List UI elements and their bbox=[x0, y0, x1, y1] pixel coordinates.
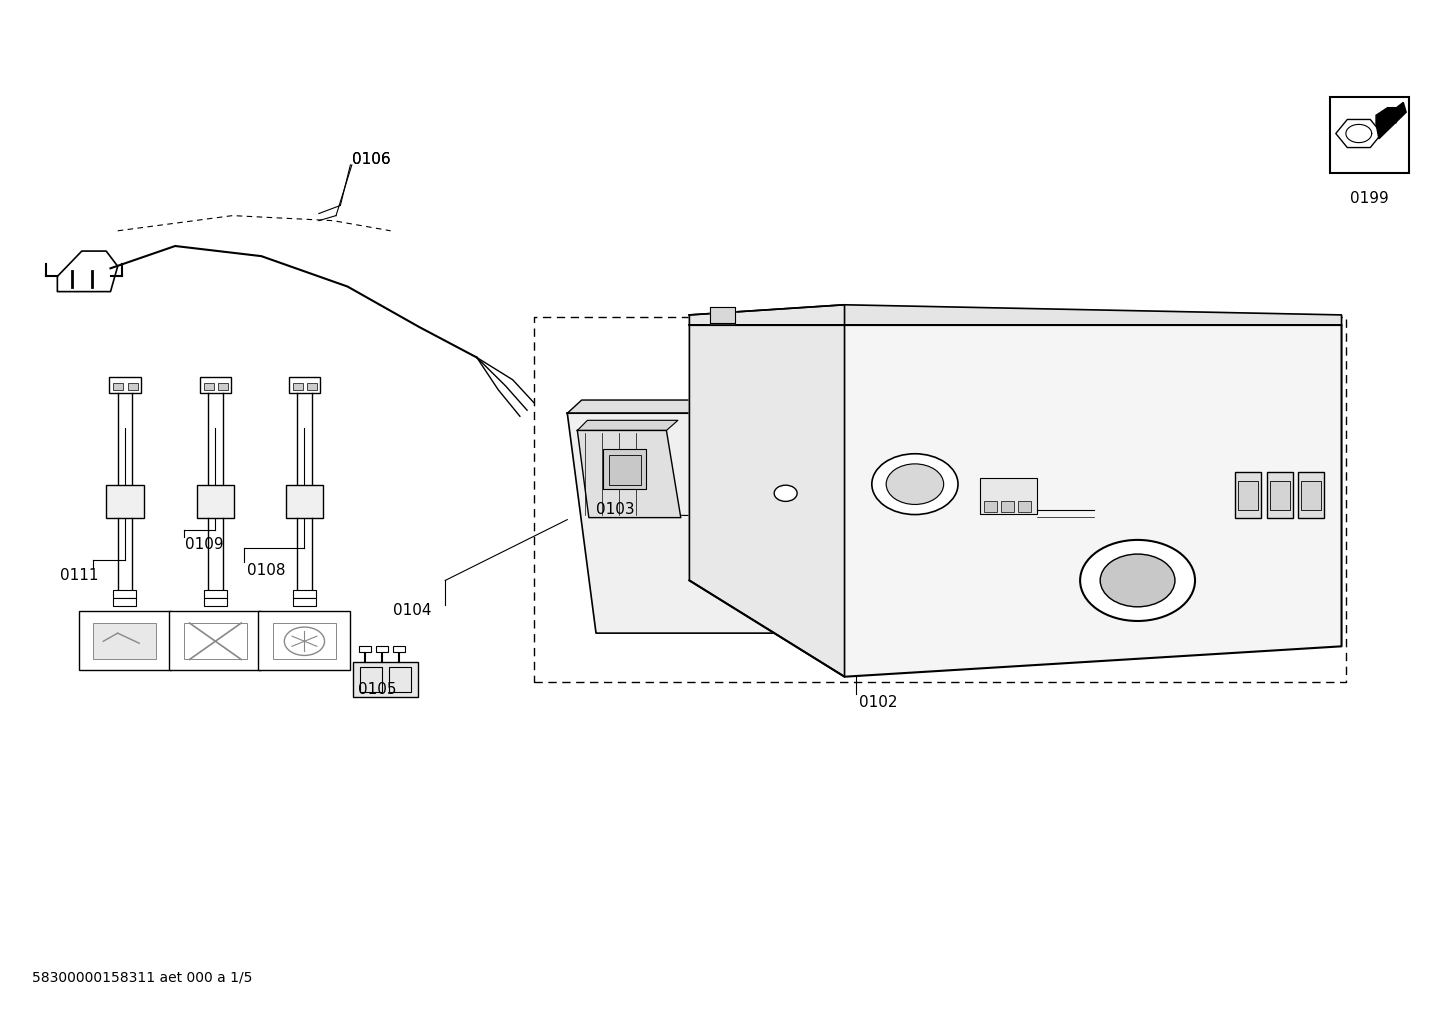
Text: 0105: 0105 bbox=[358, 683, 397, 697]
Bar bbox=[286, 485, 323, 518]
Circle shape bbox=[1080, 540, 1195, 621]
Bar bbox=[1236, 472, 1262, 518]
Polygon shape bbox=[577, 420, 678, 430]
Bar bbox=[939, 520, 960, 540]
Polygon shape bbox=[695, 426, 829, 436]
Bar bbox=[1270, 481, 1289, 510]
Polygon shape bbox=[689, 305, 845, 677]
Bar bbox=[609, 454, 640, 485]
Text: 0106: 0106 bbox=[352, 153, 391, 167]
Bar bbox=[360, 666, 382, 692]
Text: 0109: 0109 bbox=[185, 537, 224, 552]
Polygon shape bbox=[891, 461, 1025, 576]
Polygon shape bbox=[689, 325, 1341, 677]
Bar bbox=[183, 623, 247, 659]
Bar bbox=[353, 661, 418, 697]
Text: 0111: 0111 bbox=[61, 568, 98, 583]
Bar bbox=[753, 453, 789, 484]
Bar bbox=[1018, 501, 1031, 512]
Bar bbox=[258, 610, 350, 669]
Bar bbox=[293, 383, 303, 390]
Bar bbox=[359, 646, 371, 652]
Bar bbox=[114, 590, 137, 598]
Circle shape bbox=[887, 464, 943, 504]
Bar bbox=[293, 598, 316, 605]
Bar bbox=[910, 459, 932, 479]
Bar bbox=[394, 646, 405, 652]
Bar bbox=[793, 474, 822, 499]
Bar bbox=[1239, 481, 1259, 510]
Bar bbox=[307, 383, 317, 390]
Text: 0103: 0103 bbox=[596, 502, 634, 517]
Polygon shape bbox=[577, 430, 681, 518]
Polygon shape bbox=[891, 450, 1022, 461]
Text: 0108: 0108 bbox=[247, 562, 286, 578]
Bar bbox=[203, 598, 226, 605]
Bar bbox=[910, 489, 932, 510]
Bar bbox=[199, 377, 231, 393]
Text: 0199: 0199 bbox=[1350, 191, 1389, 206]
Bar bbox=[979, 478, 1037, 514]
Text: 0104: 0104 bbox=[394, 603, 433, 619]
Bar bbox=[603, 448, 646, 489]
Circle shape bbox=[872, 453, 957, 515]
Circle shape bbox=[1100, 554, 1175, 606]
Bar bbox=[1330, 97, 1409, 173]
Bar bbox=[983, 501, 996, 512]
Bar bbox=[114, 598, 137, 605]
Polygon shape bbox=[709, 307, 735, 323]
Bar bbox=[1298, 472, 1324, 518]
Bar bbox=[293, 590, 316, 598]
Bar bbox=[110, 377, 141, 393]
Polygon shape bbox=[567, 414, 901, 633]
Circle shape bbox=[284, 627, 324, 655]
Text: 0106: 0106 bbox=[352, 153, 391, 167]
Circle shape bbox=[774, 485, 797, 501]
Bar bbox=[273, 623, 336, 659]
Bar bbox=[376, 646, 388, 652]
Bar bbox=[107, 485, 144, 518]
Bar bbox=[114, 383, 124, 390]
Bar bbox=[196, 485, 234, 518]
Text: 0107: 0107 bbox=[1070, 646, 1109, 661]
Bar bbox=[203, 383, 213, 390]
Polygon shape bbox=[695, 436, 832, 548]
Bar bbox=[79, 610, 170, 669]
Bar bbox=[709, 448, 746, 479]
Bar bbox=[94, 623, 157, 659]
Polygon shape bbox=[1376, 108, 1396, 123]
Polygon shape bbox=[1376, 102, 1406, 139]
Text: 58300000158311 aet 000 a 1/5: 58300000158311 aet 000 a 1/5 bbox=[32, 971, 252, 984]
Text: 0102: 0102 bbox=[859, 695, 897, 709]
Bar bbox=[910, 520, 932, 540]
Bar bbox=[389, 666, 411, 692]
Bar bbox=[939, 459, 960, 479]
Bar bbox=[218, 383, 228, 390]
Polygon shape bbox=[689, 305, 1341, 325]
Bar bbox=[939, 489, 960, 510]
Bar bbox=[1301, 481, 1321, 510]
Bar bbox=[1268, 472, 1292, 518]
Bar bbox=[169, 610, 261, 669]
Polygon shape bbox=[58, 251, 118, 291]
Polygon shape bbox=[567, 400, 887, 414]
Bar bbox=[128, 383, 138, 390]
Bar bbox=[203, 590, 226, 598]
Bar bbox=[288, 377, 320, 393]
Bar bbox=[1001, 501, 1014, 512]
